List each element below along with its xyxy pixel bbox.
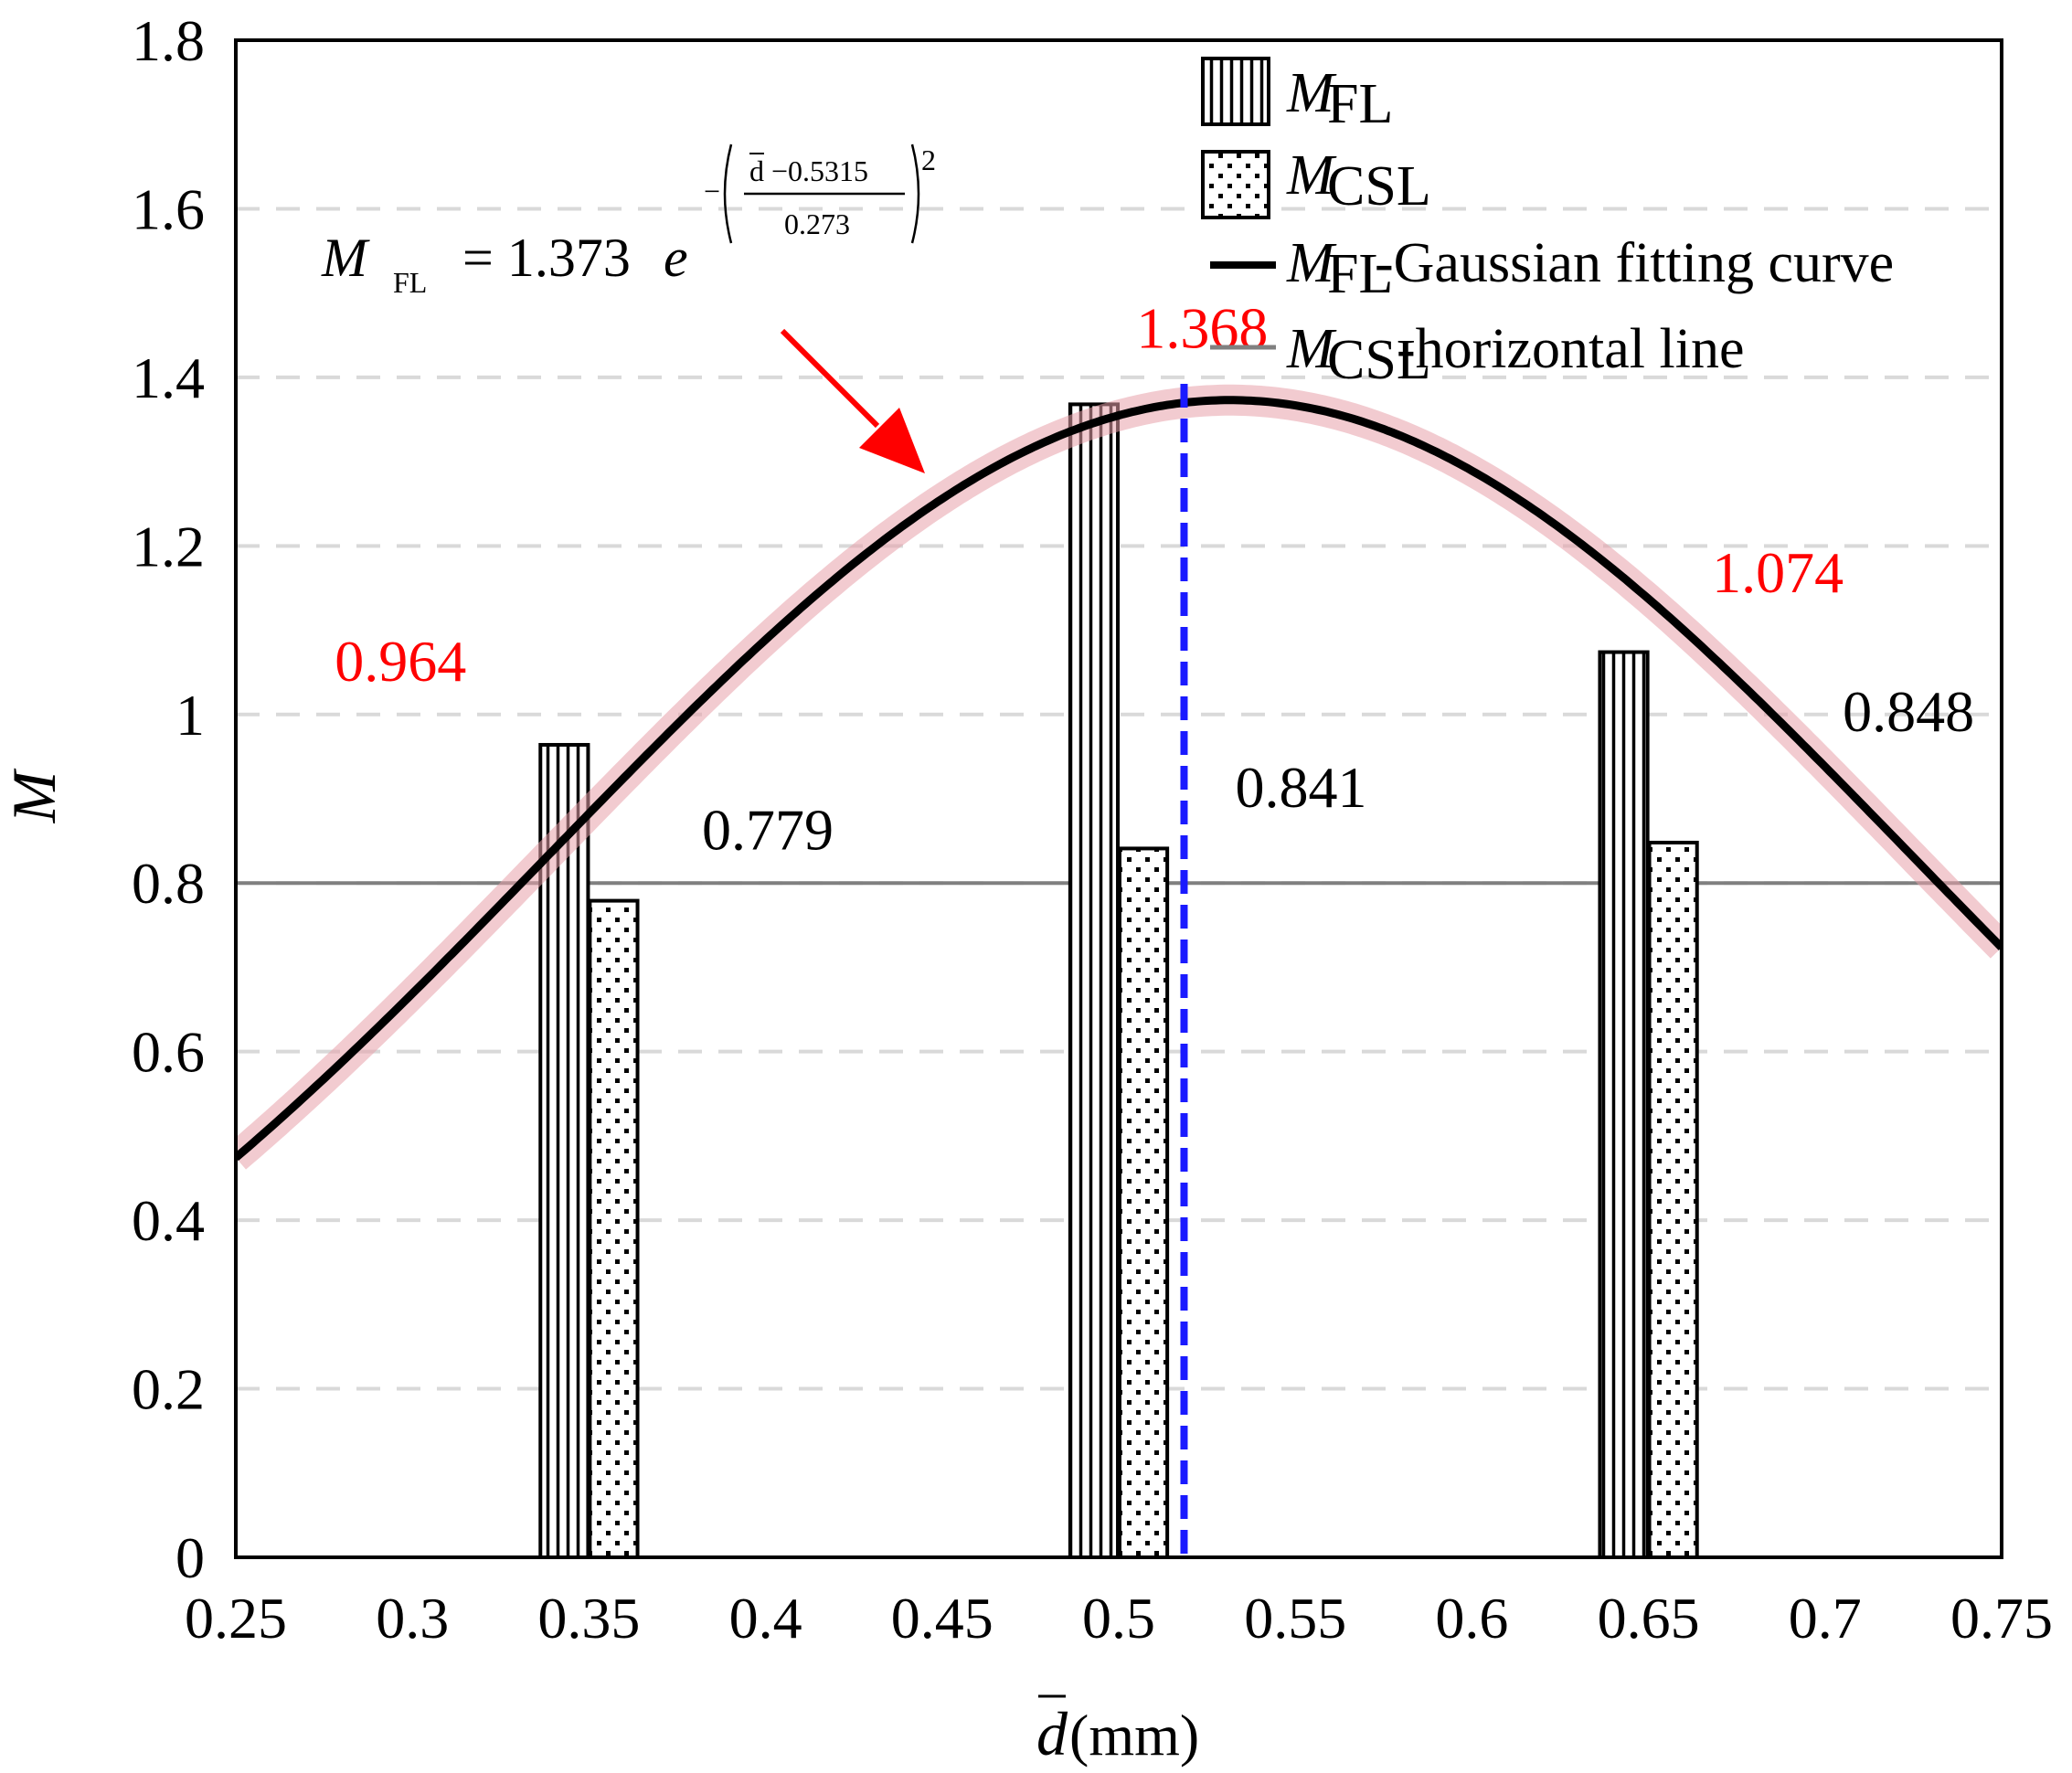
y-tick-label-5: 1: [175, 683, 205, 748]
data-label-4: 0.841: [1236, 755, 1367, 820]
x-axis-title-var: d: [1036, 1699, 1068, 1768]
plot-area-frame: [234, 38, 2003, 1559]
legend-label-mcsl: M: [1286, 144, 1337, 207]
x-tick-label-3: 0.4: [729, 1586, 802, 1651]
y-axis-ticks: 0 0.2 0.4 0.6 0.8 1 1.2 1.4 1.6 1.8: [132, 8, 205, 1590]
red-arrow-head: [859, 408, 925, 473]
legend-label-mfl-sub: FL: [1327, 73, 1393, 135]
y-tick-label-4: 0.8: [132, 851, 205, 916]
x-tick-label-4: 0.45: [891, 1586, 993, 1651]
bars-layer: [538, 402, 1699, 1559]
x-tick-label-9: 0.7: [1789, 1586, 1862, 1651]
x-axis-title-unit: (mm): [1069, 1703, 1199, 1768]
x-axis-title: d (mm): [1036, 1694, 1199, 1768]
x-tick-label-7: 0.6: [1435, 1586, 1508, 1651]
x-tick-label-1: 0.3: [376, 1586, 449, 1651]
y-tick-label-0: 0: [175, 1525, 205, 1590]
x-tick-label-2: 0.35: [537, 1586, 640, 1651]
x-tick-label-8: 0.65: [1598, 1586, 1700, 1651]
equation-coefficient: = 1.373: [462, 228, 631, 288]
fit-curve-line: [236, 396, 2002, 1162]
data-label-2: 1.074: [1712, 540, 1844, 605]
x-tick-label-10: 0.75: [1950, 1586, 2053, 1651]
legend-label-mcsl-sub: CSL: [1327, 155, 1431, 218]
y-tick-label-6: 1.2: [132, 514, 205, 579]
red-arrow-shaft: [780, 328, 880, 429]
equation-exponent-denominator: 0.273: [784, 207, 850, 240]
bar-mcsl-1: [1117, 846, 1170, 1559]
equation-base: e: [664, 228, 688, 288]
x-tick-label-0: 0.25: [185, 1586, 287, 1651]
equation-exponent-numerator: d −0.5315: [749, 154, 868, 187]
legend-label-hline: M: [1286, 318, 1337, 380]
equation-left-paren: [723, 143, 733, 244]
y-tick-label-1: 0.2: [132, 1357, 205, 1422]
x-tick-label-6: 0.55: [1244, 1586, 1346, 1651]
x-tick-label-5: 0.5: [1082, 1586, 1155, 1651]
data-label-5: 0.848: [1843, 679, 1974, 744]
y-tick-label-2: 0.4: [132, 1188, 205, 1253]
data-label-3: 0.779: [702, 797, 834, 862]
legend-label-hline-sub: CSL: [1327, 329, 1431, 391]
legend-label-mfl: M: [1286, 62, 1337, 124]
data-label-0: 0.964: [335, 629, 466, 694]
bar-mcsl-0: [588, 898, 640, 1559]
red-arrow: [780, 328, 925, 473]
fit-curve-layer: [236, 384, 2002, 1170]
y-tick-label-8: 1.6: [132, 176, 205, 241]
bar-mfl-2: [1598, 650, 1650, 1559]
equation-right-paren: [910, 143, 920, 244]
x-axis-ticks: 0.25 0.3 0.35 0.4 0.45 0.5 0.55 0.6 0.65 0.7 0.75: [185, 1586, 2053, 1651]
equation-lhs-sub: FL: [393, 266, 427, 299]
equation-exponent-power: 2: [921, 143, 936, 176]
equation-exponent-sign: −: [704, 175, 720, 207]
y-tick-label-3: 0.6: [132, 1020, 205, 1085]
bar-mcsl-2: [1647, 840, 1699, 1559]
equation-annotation: M FL = 1.373 e − d −0.5315 0.273 2: [321, 143, 936, 299]
y-tick-label-9: 1.8: [132, 8, 205, 73]
equation-lhs: M: [321, 228, 370, 288]
legend-label-curve-suffix: -Gaussian fitting curve: [1375, 232, 1894, 294]
y-axis-title: M: [0, 768, 69, 823]
y-tick-label-7: 1.4: [132, 345, 205, 410]
data-labels: 0.964 1.368 1.074 0.779 0.841 0.848: [335, 296, 1974, 863]
legend: M FL M CSL M FL -Gaussian fitting curve …: [1201, 57, 1894, 391]
legend-label-curve-sub: FL: [1327, 243, 1393, 305]
legend-label-hline-suffix: -horizontal line: [1397, 318, 1744, 380]
legend-swatch-mfl: [1201, 57, 1270, 126]
bar-mfl-1: [1068, 402, 1121, 1559]
legend-swatch-mcsl: [1201, 150, 1270, 219]
legend-label-curve: M: [1286, 232, 1337, 294]
data-label-1: 1.368: [1136, 296, 1268, 361]
